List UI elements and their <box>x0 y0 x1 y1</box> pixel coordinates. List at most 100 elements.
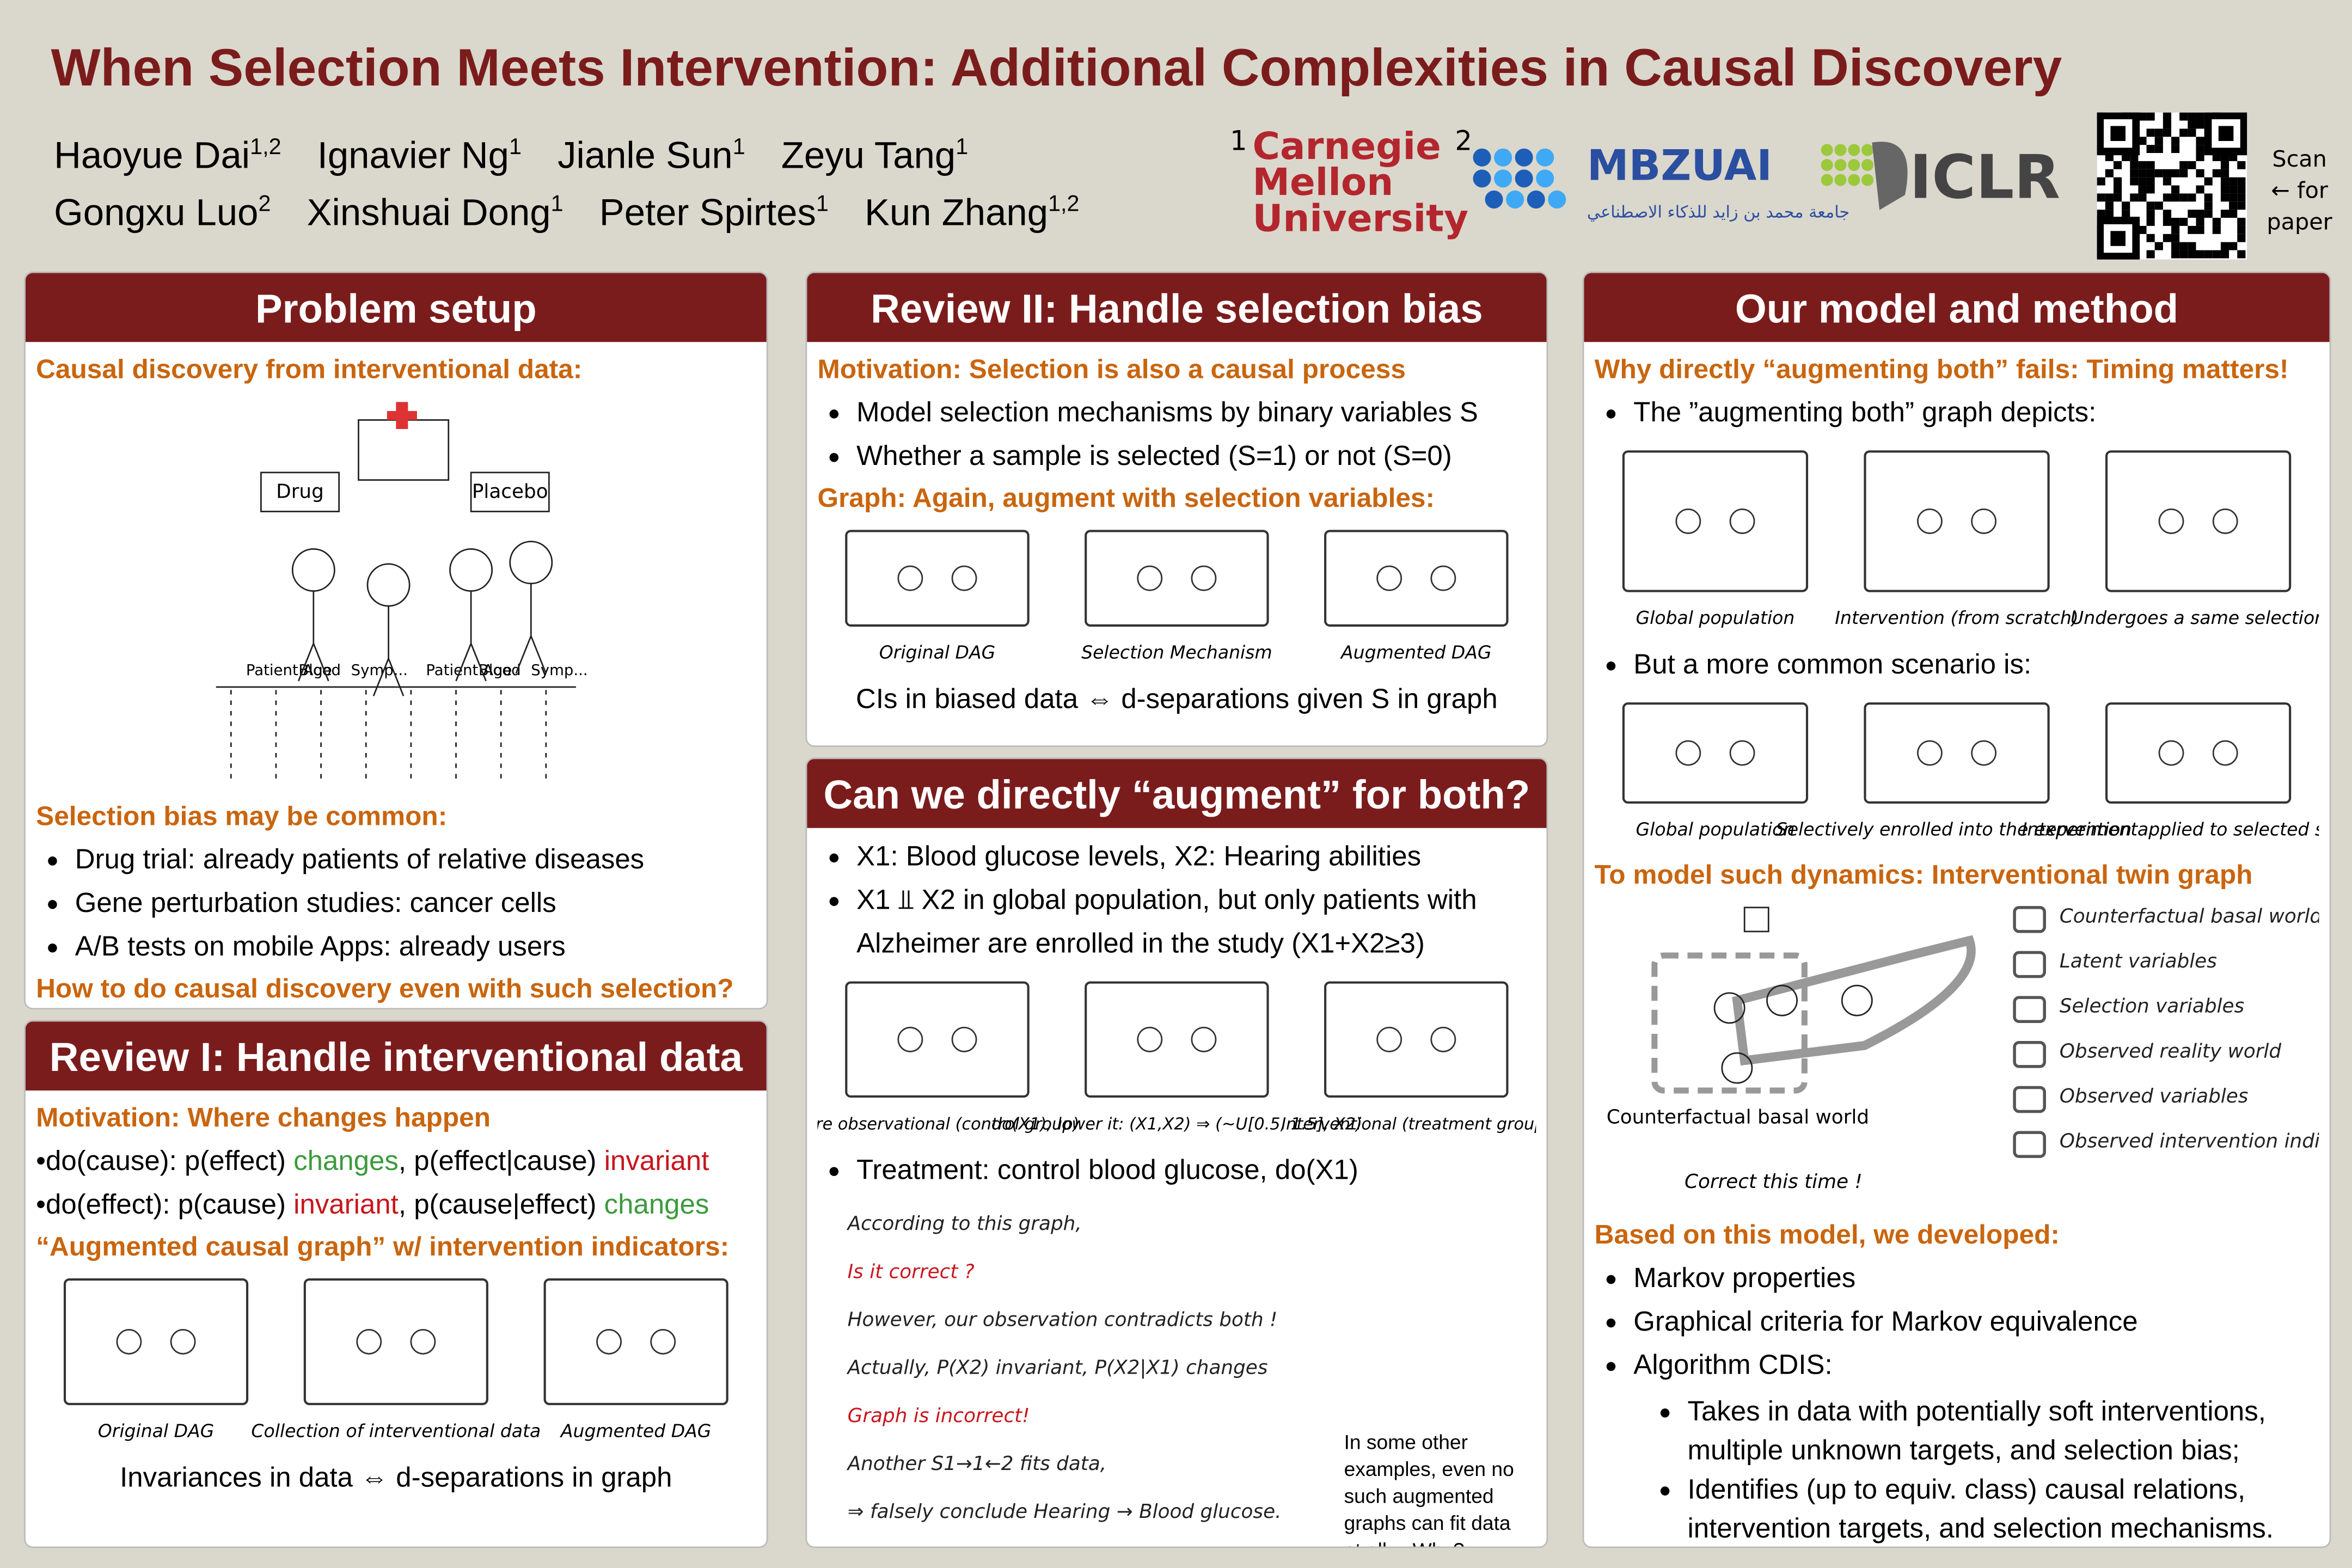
author-name: Zeyu Tang <box>781 135 956 178</box>
author-name: Xinshuai Dong <box>307 192 551 235</box>
qr-cell <box>2237 201 2246 210</box>
logo-dot <box>1527 190 1545 209</box>
logo-dot <box>1848 174 1860 186</box>
author: Ignavier Ng1 <box>317 134 522 178</box>
section-heading: Based on this model, we developed: <box>1594 1219 2060 1250</box>
qr-cell <box>2146 161 2155 169</box>
sketch-label: Original DAG <box>879 641 995 663</box>
qr-cell <box>2196 137 2204 145</box>
qr-cell <box>2237 218 2246 226</box>
qr-cell <box>2220 161 2230 169</box>
qr-cell <box>2204 177 2213 186</box>
qr-cell <box>2196 225 2204 234</box>
sketch-label: Another S1→1←2 fits data, <box>847 1453 1107 1475</box>
author-affil: 1 <box>732 134 745 161</box>
text-segment: , p(cause|effect) <box>398 1188 604 1220</box>
qr-cell <box>2204 193 2213 202</box>
sketch-node <box>1729 508 1755 534</box>
logo-dot <box>1515 148 1533 167</box>
qr-cell <box>2113 161 2122 169</box>
sketch-node <box>1191 565 1217 591</box>
logo-dot <box>1848 159 1860 171</box>
sketch-box <box>543 1278 728 1405</box>
qr-cell <box>2171 145 2180 154</box>
logo-dot <box>1834 144 1847 156</box>
bullet-item: Takes in data with potentially soft inte… <box>1687 1392 2319 1470</box>
bullet-item: do(effect): p(cause) invariant, p(cause|… <box>36 1182 756 1226</box>
qr-cell <box>2097 193 2105 202</box>
sketch-label: Global population <box>1636 607 1795 628</box>
author-affil: 1 <box>509 134 522 161</box>
sketch-node <box>1971 740 1997 766</box>
qr-cell <box>2163 128 2172 137</box>
panel: Our model and method Why directly “augmen… <box>1582 271 2331 1548</box>
sketch-label: Augmented DAG <box>560 1420 711 1441</box>
qr-cell <box>2138 185 2147 194</box>
qr-cell <box>2237 225 2246 234</box>
bullet-item: do(cause): p(effect) changes, p(effect|c… <box>36 1138 756 1182</box>
panel-title: Problem setup <box>25 273 767 342</box>
author-affil: 1,2 <box>250 134 281 161</box>
qr-cell <box>2220 193 2230 202</box>
bullet-item: Identifies (up to equiv. class) causal r… <box>1687 1470 2319 1547</box>
panel: Can we directly “augment” for both? X1: B… <box>805 757 1548 1548</box>
sketch-label: Symp... <box>531 661 587 679</box>
author-affil: 1 <box>550 192 564 218</box>
sketch-box <box>845 530 1030 627</box>
affil-subname: جامعة محمد بن زايد للذكاء الاصطناعي <box>1587 203 1849 222</box>
sketch-node <box>1376 565 1402 591</box>
qr-cell <box>2130 161 2139 169</box>
author-affil: 1 <box>955 134 969 161</box>
qr-cell <box>2188 193 2196 202</box>
logo-dot <box>1494 148 1512 167</box>
sketch-box <box>1324 530 1509 627</box>
qr-cell <box>2105 169 2114 177</box>
qr-cell <box>2163 112 2172 121</box>
logo-dot <box>1861 144 1874 156</box>
qr-cell <box>2146 128 2155 137</box>
sketch-label: Is it correct ? <box>848 1260 975 1283</box>
sketch-node <box>596 1329 622 1355</box>
qr-cell <box>2220 185 2230 194</box>
sketch-node <box>170 1329 196 1355</box>
node <box>1713 992 1745 1024</box>
person-head <box>509 541 553 585</box>
sketch-label: Undergoes a same selection <box>2071 607 2319 628</box>
sketch-label: Correct this time ! <box>1685 1171 1863 1193</box>
affil-name: Mellon <box>1253 161 1394 204</box>
author-name: Haoyue Dai <box>54 135 250 178</box>
qr-cell <box>2146 169 2155 177</box>
person-body <box>372 606 405 696</box>
sketch-box <box>303 1278 488 1405</box>
qr-cell <box>2204 210 2213 218</box>
sketch-label: Intervention applied to selected subset <box>2022 819 2319 840</box>
paragraph: CIs in biased data ⇔ d-separations given… <box>856 682 1498 714</box>
qr-cell <box>2105 201 2114 210</box>
qr-cell <box>2154 242 2163 250</box>
sign <box>470 471 550 512</box>
sketch-label: Augmented DAG <box>1340 641 1491 663</box>
qr-cell <box>2196 210 2204 218</box>
qr-cell <box>2113 185 2122 194</box>
logo-dot <box>1536 148 1554 167</box>
qr-cell <box>2188 210 2196 218</box>
sketch-node <box>1430 565 1456 591</box>
panel-title: Can we directly “augment” for both? <box>807 759 1547 828</box>
qr-cell <box>2171 242 2180 250</box>
author-name: Ignavier Ng <box>317 135 509 178</box>
bullet-list: Model selection mechanisms by binary var… <box>818 390 1536 477</box>
qr-cell <box>2196 250 2204 259</box>
sketch-label: However, our observation contradicts bot… <box>848 1309 1278 1331</box>
sketch-node <box>897 565 923 591</box>
person-body <box>455 591 487 682</box>
qr-cell <box>2171 218 2180 226</box>
author: Kun Zhang1,2 <box>865 192 1079 235</box>
qr-cell <box>2171 193 2180 202</box>
red-cross <box>387 402 417 429</box>
sketch-label: According to this graph, <box>847 1212 1082 1235</box>
qr-cell <box>2171 137 2180 145</box>
sketch-node <box>1137 1026 1163 1052</box>
sketch-label: Graph is incorrect! <box>848 1405 1030 1427</box>
